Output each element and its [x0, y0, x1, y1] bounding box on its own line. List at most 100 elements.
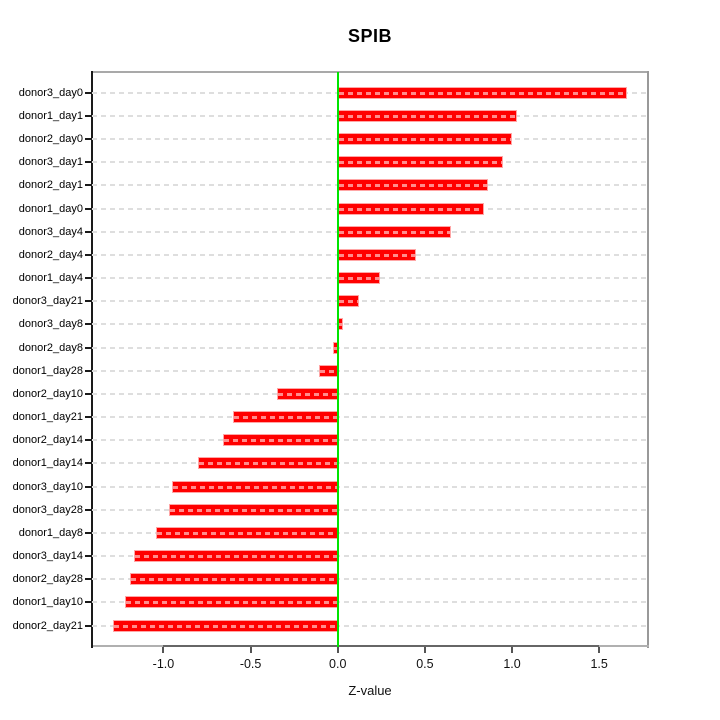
plot-area — [92, 72, 648, 647]
y-axis-tick — [85, 91, 91, 94]
bar — [337, 272, 380, 285]
bar-dash-pattern — [338, 91, 627, 95]
y-tick-label: donor1_day1 — [18, 109, 83, 122]
y-axis-line — [91, 71, 93, 648]
y-tick-label: donor3_day8 — [18, 318, 83, 331]
x-tick-label: 0.5 — [416, 657, 434, 671]
y-tick-label: donor1_day0 — [18, 202, 83, 215]
bar — [168, 503, 338, 516]
y-tick-label: donor1_day10 — [12, 596, 83, 609]
x-tick-label: -0.5 — [239, 657, 262, 671]
x-tick-label: 1.0 — [503, 657, 521, 671]
y-tick-label: donor3_day14 — [12, 550, 83, 563]
y-tick-label: donor1_day21 — [12, 411, 83, 424]
y-axis-tick — [85, 601, 91, 604]
bar-dash-pattern — [277, 392, 337, 396]
bar — [337, 109, 518, 122]
bar — [198, 457, 338, 470]
y-axis-tick — [85, 439, 91, 442]
bar — [337, 156, 504, 169]
gridline — [92, 531, 648, 534]
bar — [112, 619, 338, 632]
bar-dash-pattern — [173, 485, 337, 489]
y-axis-tick — [85, 184, 91, 187]
y-axis-tick — [85, 161, 91, 164]
y-axis-tick — [85, 531, 91, 534]
y-axis-tick — [85, 555, 91, 558]
gridline — [92, 369, 648, 372]
y-axis-tick — [85, 207, 91, 210]
bar — [337, 86, 628, 99]
bar — [133, 550, 338, 563]
gridline — [92, 346, 648, 349]
x-axis-tick — [336, 647, 339, 653]
bar — [233, 411, 338, 424]
y-tick-label: donor2_day8 — [18, 341, 83, 354]
bar-dash-pattern — [134, 555, 337, 559]
gridline — [92, 439, 648, 442]
bar — [337, 225, 452, 238]
y-axis-tick — [85, 114, 91, 117]
bar — [156, 526, 338, 539]
y-tick-label: donor1_day8 — [18, 526, 83, 539]
y-axis-tick — [85, 578, 91, 581]
bar — [337, 179, 488, 192]
bar-dash-pattern — [338, 161, 503, 165]
bar — [276, 387, 338, 400]
bar — [222, 434, 338, 447]
y-axis-tick — [85, 416, 91, 419]
y-tick-label: donor3_day10 — [12, 480, 83, 493]
x-axis-tick — [162, 647, 165, 653]
bar-dash-pattern — [338, 207, 484, 211]
y-tick-label: donor3_day1 — [18, 156, 83, 169]
bar-dash-pattern — [338, 230, 451, 234]
gridline — [92, 485, 648, 488]
y-axis-tick — [85, 369, 91, 372]
x-axis-title: Z-value — [348, 683, 392, 698]
gridline — [92, 624, 648, 627]
bar — [125, 596, 338, 609]
bar-dash-pattern — [338, 138, 512, 142]
y-axis-tick — [85, 300, 91, 303]
y-tick-label: donor1_day4 — [18, 272, 83, 285]
y-tick-label: donor2_day14 — [12, 434, 83, 447]
y-tick-label: donor2_day4 — [18, 248, 83, 261]
gridline — [92, 555, 648, 558]
x-tick-label: 1.5 — [590, 657, 608, 671]
y-tick-label: donor2_day21 — [12, 619, 83, 632]
gridline — [92, 323, 648, 326]
y-tick-label: donor3_day0 — [18, 86, 83, 99]
bar-dash-pattern — [199, 462, 337, 466]
bar — [318, 364, 338, 377]
y-tick-label: donor3_day21 — [12, 295, 83, 308]
y-tick-label: donor2_day0 — [18, 133, 83, 146]
bar — [337, 248, 417, 261]
x-tick-label: 0.0 — [329, 657, 347, 671]
y-tick-label: donor2_day28 — [12, 573, 83, 586]
y-axis-tick — [85, 230, 91, 233]
x-axis-tick — [511, 647, 514, 653]
bar-dash-pattern — [126, 601, 337, 605]
plot-frame-top — [91, 71, 649, 73]
y-axis-tick — [85, 392, 91, 395]
gridline — [92, 462, 648, 465]
gridline — [92, 416, 648, 419]
bar-dash-pattern — [338, 277, 379, 281]
y-tick-label: donor1_day14 — [12, 457, 83, 470]
bar-dash-pattern — [157, 531, 337, 535]
x-axis-tick — [249, 647, 252, 653]
bar-dash-pattern — [338, 253, 416, 257]
y-tick-label: donor2_day1 — [18, 179, 83, 192]
bar-dash-pattern — [338, 323, 342, 327]
bar-dash-pattern — [319, 369, 337, 373]
bar-dash-pattern — [338, 300, 358, 304]
y-axis-tick — [85, 624, 91, 627]
y-axis-tick — [85, 253, 91, 256]
y-tick-label: donor3_day4 — [18, 225, 83, 238]
bar-dash-pattern — [234, 416, 337, 420]
y-axis-tick — [85, 277, 91, 280]
bar — [172, 480, 338, 493]
bar-dash-pattern — [223, 439, 337, 443]
bar-dash-pattern — [338, 114, 517, 118]
